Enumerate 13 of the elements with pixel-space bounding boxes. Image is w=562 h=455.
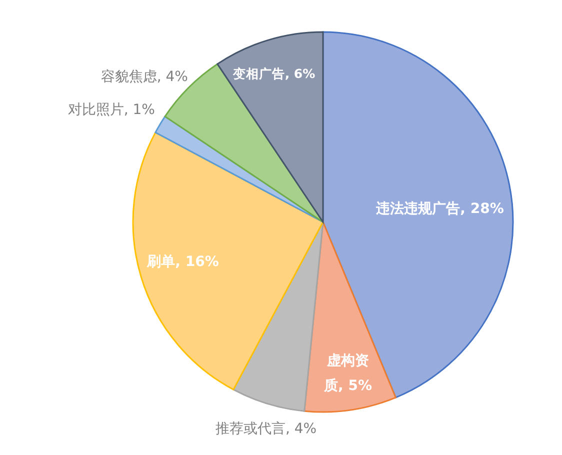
slice-label: 变相广告, 6%	[232, 66, 316, 81]
slice-label: 刷单, 16%	[146, 254, 219, 270]
pie-slice	[232, 221, 324, 412]
pie-slice	[322, 31, 514, 398]
slice-label: 对比照片, 1%	[68, 102, 155, 118]
pie-slice	[304, 221, 396, 413]
pie-slice	[132, 132, 324, 390]
pie-slice	[216, 31, 324, 223]
slice-label: 违法违规广告, 28%	[375, 200, 504, 217]
slice-label: 虚构资质, 5%	[323, 353, 372, 394]
slice-label: 容貌焦虑, 4%	[100, 69, 188, 85]
slice-label: 推荐或代言, 4%	[215, 421, 317, 437]
pie-slice	[164, 63, 324, 223]
